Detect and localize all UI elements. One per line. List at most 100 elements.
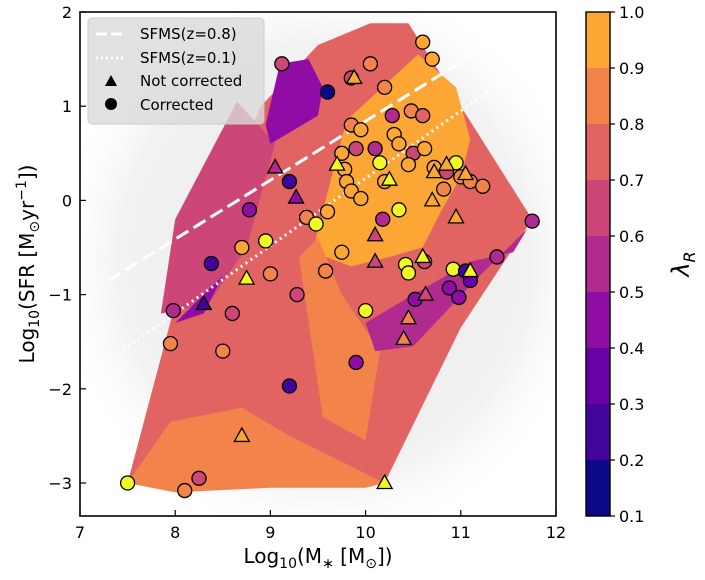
contour-region	[299, 238, 380, 441]
corrected-point	[384, 107, 400, 124]
corrected-point	[353, 190, 369, 207]
colorbar-tick-label: 0.3	[619, 395, 644, 414]
colorbar-label: λR	[667, 251, 699, 278]
colorbar-tick-label: 0.9	[619, 59, 644, 78]
corrected-point	[489, 249, 505, 265]
colorbar-tick-label: 0.4	[619, 339, 644, 358]
y-tick-label: 1	[62, 97, 72, 116]
corrected-point	[362, 56, 379, 72]
legend-label-corrected: Corrected	[140, 96, 214, 114]
colorbar-segment	[586, 180, 610, 236]
not-corrected-point	[233, 426, 251, 443]
colorbar-segment	[586, 460, 610, 516]
corrected-point	[317, 263, 334, 279]
not-corrected-point	[461, 261, 479, 278]
not-corrected-point	[423, 191, 441, 207]
contour-layer	[127, 23, 533, 493]
colorbar-ticks: 0.1 0.2 0.3 0.4 0.5 0.6 0.7 0.8 0.9 1.0	[610, 3, 644, 526]
not-corrected-point	[266, 158, 284, 174]
corrected-point	[391, 136, 407, 152]
legend: SFMS(z=0.8) SFMS(z=0.1) Not corrected Co…	[87, 17, 265, 125]
corrected-point	[357, 302, 374, 319]
corrected-point	[376, 79, 393, 96]
corrected-point	[400, 156, 417, 173]
points-layer	[119, 34, 540, 499]
not-corrected-point	[416, 285, 435, 301]
y-tick-label: −3	[48, 474, 72, 493]
colorbar-tick-label: 0.5	[619, 283, 644, 302]
legend-label-sfms-z08: SFMS(z=0.8)	[140, 25, 237, 43]
not-corrected-point	[399, 308, 418, 325]
corrected-point	[415, 34, 431, 50]
not-corrected-point	[414, 247, 432, 264]
corrected-point	[241, 202, 258, 218]
corrected-point	[289, 286, 305, 303]
corrected-point	[348, 140, 364, 157]
contour-region	[160, 101, 276, 314]
not-corrected-point	[395, 329, 413, 346]
not-corrected-point	[437, 155, 456, 171]
corrected-point	[375, 211, 391, 227]
y-axis-ticks: −3 −2 −1 0 1 2	[48, 3, 86, 493]
corrected-point	[224, 305, 240, 322]
corrected-point	[281, 378, 298, 394]
corrected-point	[119, 475, 136, 491]
corrected-point	[162, 335, 179, 352]
corrected-point	[319, 204, 336, 220]
corrected-point	[234, 239, 250, 256]
corrected-point	[215, 343, 231, 359]
x-tick-label: 11	[451, 523, 471, 542]
legend-label-sfms-z01: SFMS(z=0.1)	[140, 49, 237, 67]
corrected-point	[441, 280, 458, 296]
not-corrected-point	[345, 68, 363, 85]
colorbar	[586, 12, 610, 516]
corrected-point	[367, 140, 383, 157]
colorbar-segment	[586, 68, 610, 124]
y-tick-label: 2	[62, 3, 72, 22]
y-axis-label: Log10(SFR [M⊙yr−1])	[14, 165, 43, 364]
colorbar-segment	[586, 12, 610, 68]
x-tick-label: 7	[75, 523, 85, 542]
contour-region	[175, 275, 223, 323]
y-tick-label: 0	[62, 191, 72, 210]
x-axis-ticks: 7 8 9 10 11 12	[75, 510, 566, 542]
x-tick-label: 9	[265, 523, 275, 542]
legend-box	[87, 17, 265, 125]
contour-region	[313, 54, 471, 267]
colorbar-frame	[585, 11, 611, 517]
corrected-point	[191, 470, 207, 486]
contour-region	[265, 59, 323, 144]
not-corrected-point	[366, 252, 384, 268]
sfms-z08-line	[107, 34, 505, 282]
sfms-lines	[107, 34, 519, 362]
corrected-point	[348, 354, 364, 371]
legend-circle-icon	[105, 98, 117, 110]
corrected-point	[177, 482, 193, 499]
colorbar-tick-label: 0.6	[619, 227, 644, 246]
corrected-point	[400, 265, 417, 281]
corrected-point	[334, 145, 350, 161]
corrected-point	[308, 216, 324, 232]
corrected-point	[524, 213, 540, 229]
x-tick-label: 8	[170, 523, 180, 542]
colorbar-tick-label: 0.2	[619, 451, 644, 470]
not-corrected-point	[366, 225, 384, 242]
legend-label-not-corrected: Not corrected	[140, 72, 242, 90]
corrected-point	[353, 122, 369, 138]
colorbar-segment	[586, 292, 610, 348]
colorbar-segment	[586, 124, 610, 180]
x-tick-label: 12	[546, 523, 566, 542]
y-tick-label: −2	[48, 380, 72, 399]
corrected-point	[165, 302, 181, 319]
corrected-point	[372, 155, 388, 171]
not-corrected-point	[328, 155, 346, 171]
not-corrected-point	[456, 164, 475, 181]
corrected-point	[203, 255, 220, 272]
contour-region	[127, 407, 385, 493]
corrected-point	[416, 140, 433, 157]
not-corrected-point	[237, 269, 256, 285]
corrected-point	[262, 266, 279, 282]
x-axis-label: Log10(M∗ [M⊙])	[243, 544, 392, 572]
corrected-point	[319, 84, 336, 100]
